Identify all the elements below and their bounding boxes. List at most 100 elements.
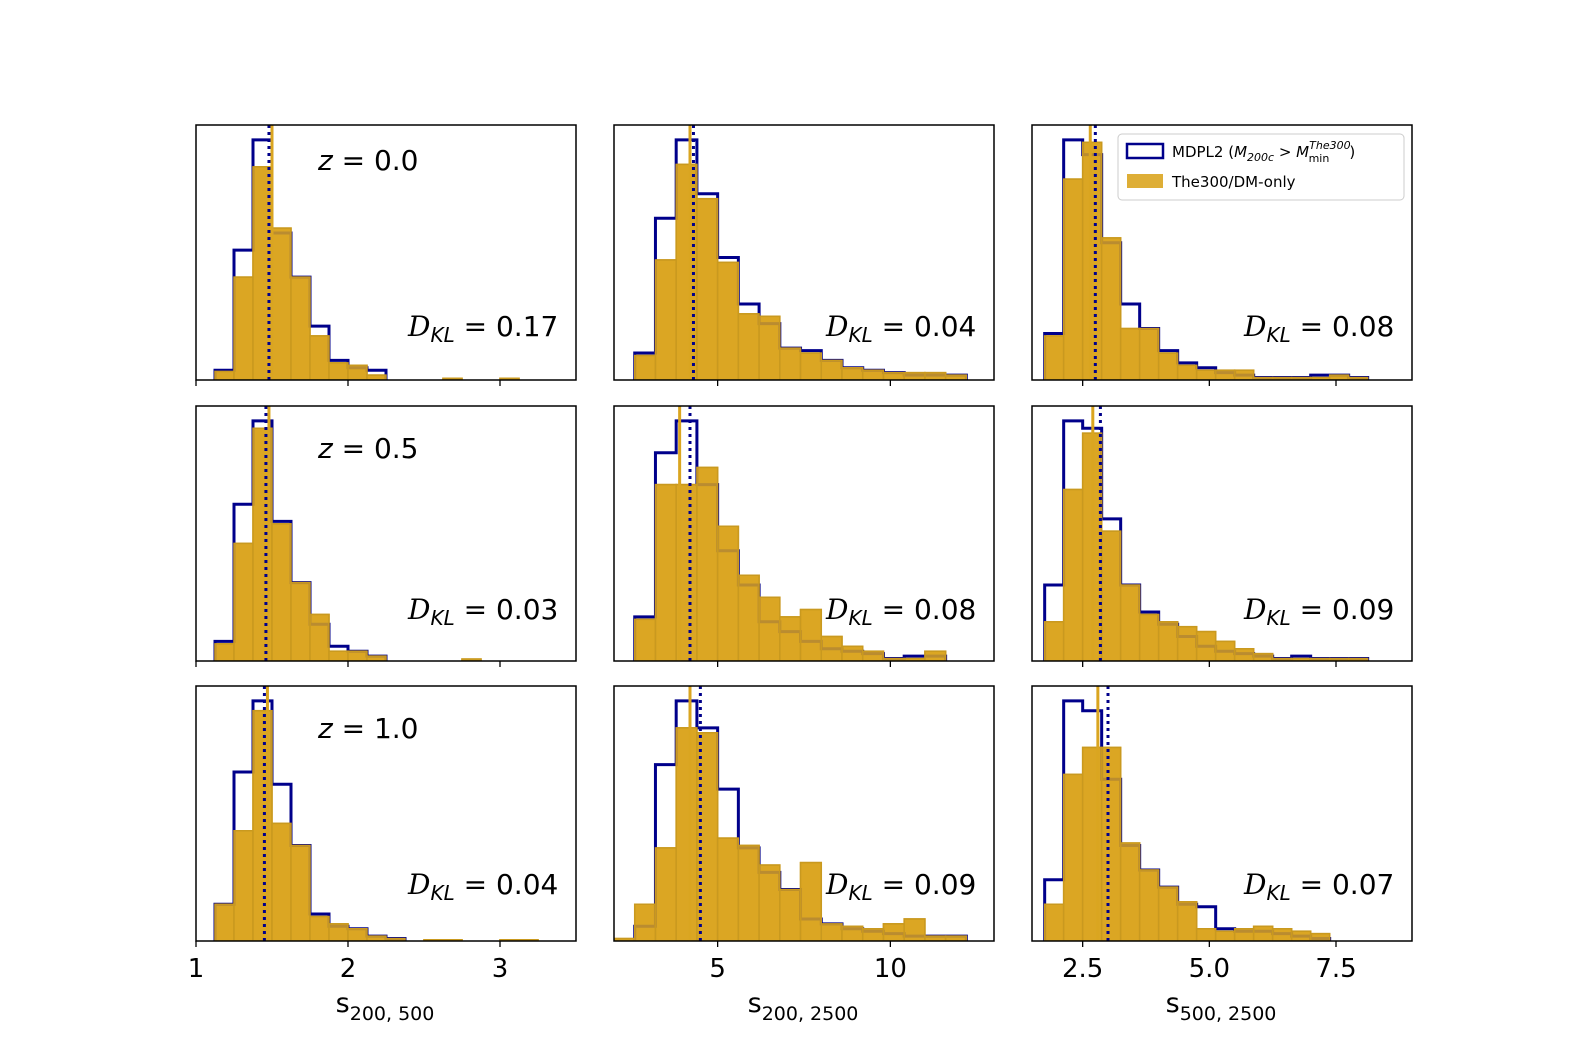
panel-r0c1-the300-bar-overlay xyxy=(820,359,843,380)
panel-r0c0-the300-bar-overlay xyxy=(328,362,349,380)
panel-r2c1-the300-bar-overlay xyxy=(882,923,905,941)
panel-r0c0-the300-bar-overlay xyxy=(366,374,387,380)
panel-r0c0-the300-bar-overlay xyxy=(271,227,292,380)
panel-r1c0-the300-bar-overlay xyxy=(271,523,292,661)
panel-r0c0-redshift-z: z xyxy=(317,144,334,177)
panel-r0c0-the300-bar-overlay xyxy=(214,370,235,380)
panel-r2c1-the300-bar-overlay xyxy=(903,918,926,941)
panel-r2c2-the300-bar-overlay xyxy=(1233,928,1255,941)
panel-r2c1-dkl: DKL = 0.09 xyxy=(825,868,976,905)
panel-r0c1-the300-bar-overlay xyxy=(924,371,947,380)
panel-r0c2-dkl-value: = 0.08 xyxy=(1291,310,1395,343)
panel-r0c2-the300-bar-overlay xyxy=(1214,369,1236,380)
panel-r0c0-dkl-value: = 0.17 xyxy=(455,310,559,343)
panel-r0c2-dkl-sub: KL xyxy=(1266,323,1290,347)
panel-r2c1-plot xyxy=(614,686,968,941)
xlabel-col0: s200, 500 xyxy=(336,988,435,1025)
panel-r2c1: 5 10 DKL = 0.09 xyxy=(613,685,995,984)
panel-r0c2-the300-bar-overlay xyxy=(1176,364,1198,380)
panel-r2c0-xtick-label: 3 xyxy=(492,954,509,984)
panel-r2c2-the300-bar-overlay xyxy=(1290,930,1312,941)
panel-r2c0-the300-bar-overlay xyxy=(328,923,349,941)
panel-r1c0-dkl-sub: KL xyxy=(430,606,454,630)
panel-r1c0-redshift-z: z xyxy=(317,432,334,465)
panel-r1c2-the300-bar-overlay xyxy=(1062,488,1084,661)
panel-r1c0-frame xyxy=(195,405,577,662)
panel-r0c1-the300-bar-overlay xyxy=(882,371,905,380)
panel-r1c1-the300-bar-overlay xyxy=(924,650,947,661)
panel-r0c2-the300-bar-overlay xyxy=(1157,352,1179,380)
panel-r0c1-the300-bar-overlay xyxy=(716,261,740,380)
panel-r0c1-the300-bar-overlay xyxy=(903,371,926,380)
panel-r1c2-dkl: DKL = 0.09 xyxy=(1243,593,1394,630)
panel-r0c2-dkl-symbol: D xyxy=(1243,310,1266,343)
panel-r1c1-the300-bar-overlay xyxy=(654,483,677,661)
panel-r1c2-the300-bar-overlay xyxy=(1252,652,1274,661)
panel-r2c2-the300-bar-overlay xyxy=(1252,925,1274,941)
panel-r2c1-the300-bar-overlay xyxy=(758,864,781,941)
panel-r2c0-xtick-label: 2 xyxy=(340,954,357,984)
panel-r0c0: z = 0.0 DKL = 0.17 xyxy=(195,124,577,386)
panel-r2c0-the300-bar-overlay xyxy=(271,822,292,941)
panel-r0c0-the300-bar-overlay xyxy=(233,276,254,380)
panel-r1c2-the300-bar-overlay xyxy=(1214,640,1236,661)
legend-label-the300: The300/DM-only xyxy=(1171,173,1296,191)
panel-r0c0-redshift-value: = 0.0 xyxy=(333,144,419,177)
xlabel-col1: s200, 2500 xyxy=(748,988,859,1025)
panel-r2c2-xtick-label: 2.5 xyxy=(1062,954,1103,984)
panel-r2c2-the300-bar-overlay xyxy=(1119,842,1141,941)
panel-r2c1-the300-bar-overlay xyxy=(841,925,864,941)
panel-r1c1-the300-bar-overlay xyxy=(633,618,657,661)
panel-r2c1-the300-bar-overlay xyxy=(654,847,677,941)
panel-r1c0-the300-bar-overlay xyxy=(233,542,254,661)
panel-r1c1-the300-bar-overlay xyxy=(799,608,823,661)
panel-r2c0-the300-bar-overlay xyxy=(252,709,273,941)
panel-r0c2-the300-bar-overlay xyxy=(1195,369,1217,380)
panel-r2c1-dkl-sub: KL xyxy=(848,881,872,905)
panel-r2c2-the300-bar-overlay xyxy=(1271,928,1293,941)
panel-r2c2-the300-bar-overlay xyxy=(1100,746,1122,941)
panel-r1c2-the300-bar-overlay xyxy=(1195,630,1217,661)
panel-r1c0-the300-bar-overlay xyxy=(214,643,235,661)
panel-r1c1-the300-bar-overlay xyxy=(716,525,740,661)
panel-r2c0-frame xyxy=(195,685,577,942)
panel-r1c0-plot xyxy=(213,406,482,661)
panel-r2c1-xtick-label: 5 xyxy=(709,954,726,984)
panel-r2c2-frame xyxy=(1031,685,1413,942)
panel-r2c2-the300-bar-overlay xyxy=(1309,932,1331,941)
panel-r0c1-the300-bar-overlay xyxy=(799,352,823,380)
panel-r2c2-dkl-sub: KL xyxy=(1266,881,1290,905)
legend-mdpl2-m2: M xyxy=(1296,143,1309,161)
panel-r2c2-xtick-label: 5.0 xyxy=(1189,954,1230,984)
panel-r1c0-the300-bar-overlay xyxy=(290,581,311,661)
panel-r1c1-frame xyxy=(613,405,995,662)
panel-r0c2-the300-bar-overlay xyxy=(1100,237,1122,380)
panel-r0c2-the300-bar-overlay xyxy=(1081,141,1103,380)
panel-r0c2: DKL = 0.08 xyxy=(1031,124,1413,386)
panel-r1c1-the300-bar-overlay xyxy=(820,635,843,661)
panel-r1c0-the300-bar-overlay xyxy=(309,613,330,661)
panel-r0c2-plot xyxy=(1043,125,1370,380)
legend-mdpl2-m2-sup: The300 xyxy=(1309,139,1350,152)
panel-r1c2-the300-bar-overlay xyxy=(1157,621,1179,661)
panel-r1c1-the300-bar-overlay xyxy=(758,596,781,661)
panel-r1c2-the300-bar-overlay xyxy=(1119,584,1141,661)
panel-r0c0-the300-bar-overlay xyxy=(347,364,368,380)
panel-r0c1-the300-bar-overlay xyxy=(861,369,885,380)
panel-r2c1-the300-bar-overlay xyxy=(737,844,760,941)
panel-r0c0-the300-bar-overlay xyxy=(290,276,311,380)
panel-r2c2-the300-bar-overlay xyxy=(1195,928,1217,941)
panel-r2c0-the300-bar-overlay xyxy=(233,830,254,941)
panel-r1c1-dkl-symbol: D xyxy=(825,593,848,626)
xlabel-col2-sub: 500, 2500 xyxy=(1180,1003,1277,1025)
panel-r1c1-dkl-sub: KL xyxy=(848,606,872,630)
panel-r2c2-the300-bar-overlay xyxy=(1138,869,1160,941)
legend-mdpl2-prefix: MDPL2 ( xyxy=(1172,143,1234,161)
panel-r0c1-dkl-value: = 0.04 xyxy=(873,310,977,343)
panel-r2c0-redshift: z = 1.0 xyxy=(317,712,419,745)
panel-r0c1-the300-bar-overlay xyxy=(633,354,657,380)
panel-r0c2-frame xyxy=(1031,124,1413,381)
panel-r1c2-dkl-value: = 0.09 xyxy=(1291,593,1395,626)
panel-r2c1-dkl-symbol: D xyxy=(825,868,848,901)
xlabel-col0-sub: 200, 500 xyxy=(350,1003,435,1025)
